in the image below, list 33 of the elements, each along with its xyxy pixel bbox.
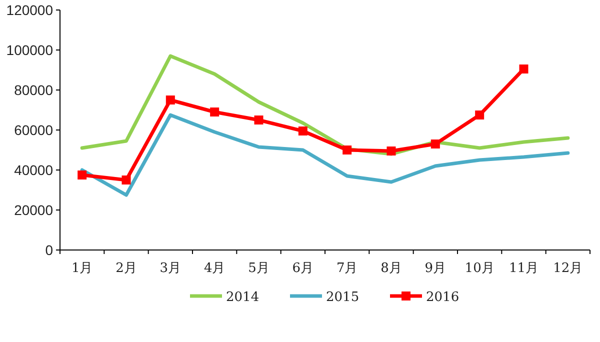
x-tick-label: 3月 xyxy=(160,261,182,276)
x-tick-label: 7月 xyxy=(336,261,358,276)
point xyxy=(430,140,440,148)
legend-label: 2014 xyxy=(226,290,260,305)
x-tick-label: 10月 xyxy=(464,261,494,276)
point xyxy=(210,108,220,116)
point xyxy=(166,96,175,104)
legend-label: 2015 xyxy=(326,290,360,305)
x-tick-label: 5月 xyxy=(248,261,270,276)
y-tick-label: 80000 xyxy=(14,82,54,98)
x-tick-label: 11月 xyxy=(508,261,539,276)
y-tick-label: 100000 xyxy=(6,42,54,58)
point xyxy=(298,126,308,136)
x-tick-label: 1月 xyxy=(71,261,93,276)
y-tick-label: 120000 xyxy=(6,2,54,18)
point xyxy=(519,64,528,74)
point xyxy=(386,146,396,156)
y-tick-label: 0 xyxy=(45,242,54,258)
y-tick-label: 60000 xyxy=(14,122,54,138)
x-tick-label: 8月 xyxy=(380,261,402,276)
x-tick-label: 2月 xyxy=(116,261,137,276)
y-tick-label: 20000 xyxy=(14,202,54,218)
x-tick-label: 12月 xyxy=(553,261,583,276)
x-tick-label: 4月 xyxy=(204,261,226,276)
point xyxy=(254,116,264,124)
point xyxy=(342,146,352,154)
legend-label: 2016 xyxy=(426,290,460,305)
point xyxy=(122,176,131,184)
x-tick-label: 9月 xyxy=(424,261,446,276)
x-tick-label: 6月 xyxy=(292,261,314,276)
point xyxy=(78,170,87,180)
y-tick-label: 40000 xyxy=(14,162,54,178)
point xyxy=(475,110,484,120)
